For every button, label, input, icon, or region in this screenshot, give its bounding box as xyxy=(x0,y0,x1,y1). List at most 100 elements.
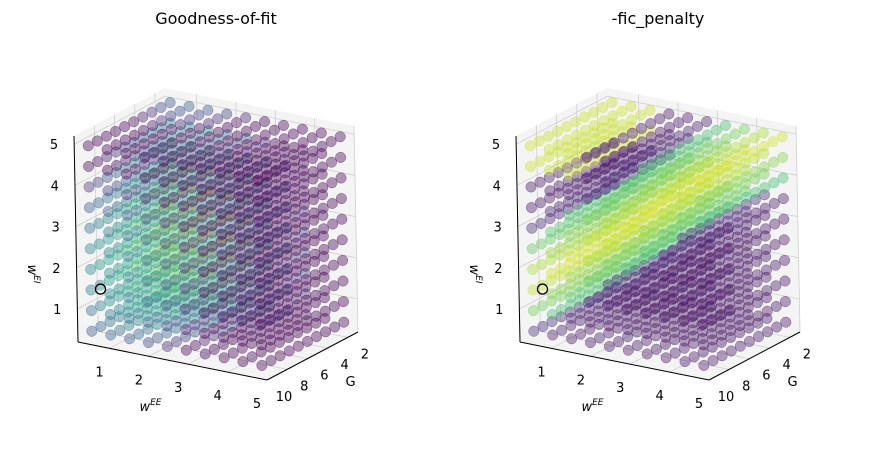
data-point xyxy=(613,336,624,348)
data-point xyxy=(130,163,141,175)
data-point xyxy=(770,259,781,271)
data-point xyxy=(552,139,564,151)
data-point xyxy=(212,113,224,125)
data-point xyxy=(761,285,773,297)
data-point xyxy=(733,278,745,290)
data-point xyxy=(240,112,252,124)
data-point xyxy=(82,140,94,152)
data-point xyxy=(254,277,266,289)
data-point xyxy=(265,334,277,346)
data-point xyxy=(638,204,650,216)
z-tick-label: 3 xyxy=(51,221,59,236)
data-point xyxy=(283,324,295,336)
data-point xyxy=(583,254,595,266)
x-tick-label: 5 xyxy=(253,397,261,412)
data-point xyxy=(668,285,680,297)
data-point xyxy=(621,282,633,294)
data-point xyxy=(751,248,763,260)
data-point xyxy=(590,167,602,179)
data-point xyxy=(630,278,642,290)
data-point xyxy=(743,294,755,306)
data-point xyxy=(221,108,233,120)
data-point xyxy=(244,248,256,260)
data-point xyxy=(585,337,596,349)
data-point xyxy=(280,180,292,192)
data-point xyxy=(166,123,177,135)
data-point xyxy=(616,105,628,117)
data-point xyxy=(673,130,685,142)
data-point xyxy=(659,269,670,281)
y-tick-label: 4 xyxy=(341,358,349,373)
z-axis-label: wEI xyxy=(466,265,483,284)
data-point xyxy=(189,298,201,310)
data-point xyxy=(677,232,689,244)
data-point xyxy=(693,147,705,159)
data-point xyxy=(337,296,349,308)
data-point xyxy=(310,289,322,301)
data-point xyxy=(147,133,159,145)
data-point xyxy=(246,330,258,342)
data-point xyxy=(682,125,694,137)
data-point xyxy=(231,117,243,129)
data-point xyxy=(124,333,136,345)
data-point xyxy=(101,144,113,156)
y-tick-label: 2 xyxy=(803,347,811,362)
data-point xyxy=(705,231,717,243)
data-point xyxy=(543,144,555,156)
data-point xyxy=(280,160,292,172)
data-point xyxy=(703,156,715,168)
data-point xyxy=(224,203,236,215)
data-point xyxy=(654,113,666,125)
data-point xyxy=(640,266,652,278)
data-point xyxy=(721,146,733,158)
data-point xyxy=(603,320,615,332)
data-point xyxy=(150,270,162,282)
data-point xyxy=(288,141,300,153)
data-point xyxy=(760,223,772,235)
data-point xyxy=(212,126,224,138)
data-point xyxy=(562,168,574,180)
data-point xyxy=(188,257,200,269)
data-point xyxy=(733,258,745,270)
data-point xyxy=(658,228,670,240)
data-point xyxy=(648,240,660,252)
data-point xyxy=(631,339,643,351)
data-point xyxy=(328,280,340,292)
data-point xyxy=(309,248,321,260)
data-point xyxy=(170,315,182,327)
data-point xyxy=(132,307,144,319)
data-point xyxy=(198,266,210,278)
data-point xyxy=(732,196,743,208)
data-point xyxy=(723,242,735,254)
data-point xyxy=(666,182,678,194)
data-point xyxy=(627,141,639,153)
data-point xyxy=(571,143,583,155)
data-point xyxy=(601,196,613,208)
data-point xyxy=(271,185,283,197)
data-point xyxy=(316,161,328,173)
data-point xyxy=(695,195,707,207)
data-point xyxy=(128,129,140,141)
data-point xyxy=(180,324,192,336)
data-point xyxy=(535,238,547,250)
data-point xyxy=(565,292,577,304)
data-point xyxy=(146,106,158,118)
data-point xyxy=(156,115,168,127)
data-point xyxy=(591,208,603,220)
data-point xyxy=(625,100,637,112)
data-point xyxy=(760,243,772,255)
data-point xyxy=(280,201,292,213)
data-point xyxy=(187,216,199,228)
data-point xyxy=(572,163,583,175)
data-point xyxy=(174,105,186,117)
data-point xyxy=(104,308,116,320)
data-point xyxy=(696,236,707,248)
data-point xyxy=(222,121,233,133)
data-point xyxy=(552,125,563,137)
data-point xyxy=(768,156,779,168)
data-point xyxy=(544,185,556,197)
data-point xyxy=(92,176,104,188)
data-point xyxy=(725,324,737,336)
data-point xyxy=(104,288,116,300)
